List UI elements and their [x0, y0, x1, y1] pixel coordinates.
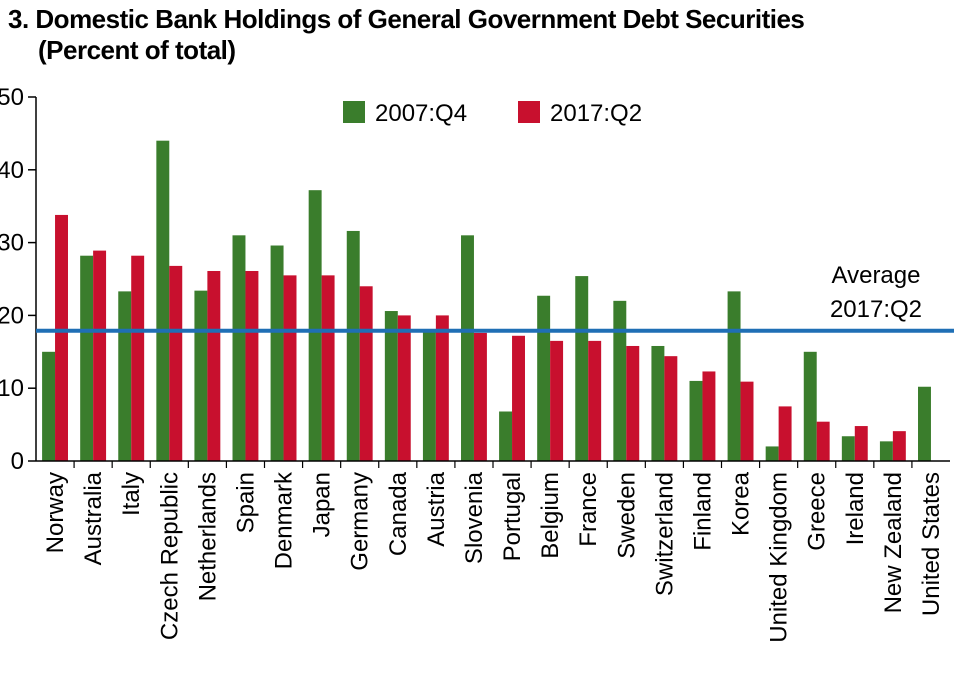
average-line-label: 2017:Q2 [830, 296, 922, 323]
bar-series1-spain [232, 235, 246, 461]
x-tick-label: Germany [347, 472, 374, 571]
bar-series1-australia [80, 255, 94, 461]
bar-series1-denmark [270, 245, 284, 461]
y-tick-label: 0 [11, 448, 24, 475]
bar-series2-france [588, 340, 602, 461]
bar-series2-united-kingdom [778, 406, 792, 461]
x-tick-label: Japan [309, 472, 336, 537]
y-tick-label: 30 [0, 230, 24, 257]
x-tick-label: Sweden [613, 472, 640, 559]
legend-label: 2007:Q4 [375, 100, 467, 127]
x-tick-label: Korea [728, 471, 755, 536]
bar-series1-netherlands [194, 290, 208, 461]
bar-series1-united-states [918, 386, 931, 461]
bar-series2-austria [435, 315, 449, 461]
bar-series2-italy [131, 255, 145, 461]
average-line-label: Average [832, 262, 921, 289]
y-tick-label: 20 [0, 302, 24, 329]
x-tick-label: Switzerland [651, 472, 678, 596]
bar-series2-spain [245, 270, 259, 461]
bar-series2-sweden [626, 345, 640, 461]
bar-series1-belgium [537, 295, 551, 461]
bar-series1-sweden [613, 300, 627, 461]
x-tick-label: Greece [804, 472, 831, 551]
x-tick-label: Ireland [842, 472, 869, 545]
x-tick-label: United Kingdom [766, 472, 793, 643]
x-tick-label: France [575, 472, 602, 547]
bar-series2-switzerland [664, 356, 678, 461]
chart-title: 3. Domestic Bank Holdings of General Gov… [8, 4, 805, 66]
x-tick-label: Slovenia [461, 471, 488, 564]
x-tick-label: New Zealand [880, 472, 907, 613]
bar-series1-germany [346, 230, 360, 461]
bar-series1-korea [727, 291, 741, 461]
bar-series1-greece [803, 351, 817, 461]
bar-series1-canada [384, 311, 398, 461]
x-tick-label: Australia [80, 471, 107, 565]
chart-title-text: 3. Domestic Bank Holdings of General Gov… [8, 4, 805, 34]
bar-series2-denmark [283, 275, 297, 461]
bar-series2-japan [321, 275, 335, 461]
x-tick-label: Italy [118, 472, 145, 516]
bar-series1-slovenia [461, 235, 474, 461]
bar-series1-japan [308, 190, 322, 461]
x-tick-label: Spain [232, 472, 259, 533]
x-tick-label: Portugal [499, 472, 526, 561]
bar-series1-italy [118, 291, 132, 461]
bar-series1-finland [689, 380, 703, 461]
bar-series2-portugal [512, 335, 525, 461]
y-tick-label: 50 [0, 84, 24, 111]
x-tick-label: Canada [385, 471, 412, 556]
legend-label: 2017:Q2 [550, 100, 642, 127]
x-tick-label: United States [918, 472, 945, 616]
bar-series1-switzerland [651, 345, 665, 461]
bar-series2-finland [702, 371, 716, 461]
bar-series2-new-zealand [892, 431, 906, 461]
bar-series1-czech-republic [156, 140, 170, 461]
x-tick-label: Netherlands [194, 472, 221, 601]
x-tick-label: Czech Republic [156, 472, 183, 640]
bar-series1-france [575, 276, 589, 461]
x-tick-label: Finland [689, 472, 716, 551]
bar-series1-norway [42, 351, 56, 461]
bar-series2-czech-republic [169, 265, 183, 461]
y-tick-label: 40 [0, 157, 24, 184]
bar-series2-slovenia [473, 332, 487, 461]
bar-series1-united-kingdom [765, 446, 779, 461]
bar-series2-ireland [854, 426, 868, 461]
x-tick-label: Austria [423, 471, 450, 546]
bar-series2-germany [359, 286, 373, 461]
bar-series2-norway [55, 214, 68, 461]
bar-series2-belgium [550, 340, 564, 461]
x-tick-label: Denmark [271, 471, 298, 569]
bar-series2-netherlands [207, 270, 221, 461]
legend-swatch [518, 101, 540, 123]
bar-series1-new-zealand [879, 441, 893, 461]
bar-series2-australia [93, 250, 107, 461]
bar-series1-portugal [499, 411, 513, 461]
chart-subtitle: (Percent of total) [38, 35, 236, 65]
bar-series2-korea [740, 381, 754, 461]
bar-series2-greece [816, 421, 830, 461]
y-tick-label: 10 [0, 375, 24, 402]
x-tick-label: Belgium [537, 472, 564, 559]
bar-series2-canada [397, 315, 411, 461]
bar-series1-ireland [841, 436, 855, 461]
bar-series1-austria [422, 329, 436, 461]
legend-swatch [343, 101, 365, 123]
x-tick-label: Norway [42, 472, 69, 553]
